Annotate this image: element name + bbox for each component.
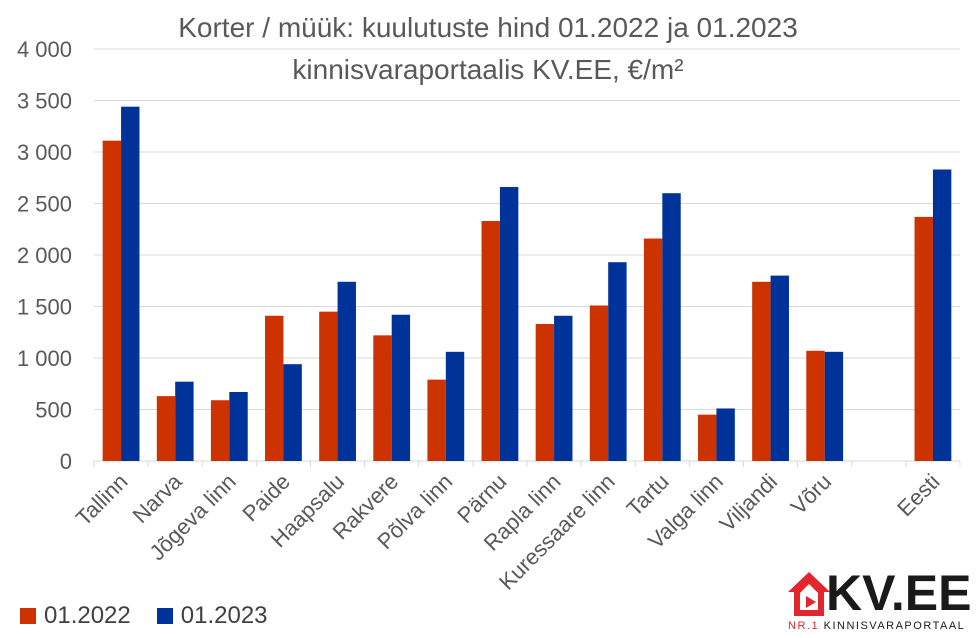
- y-tick-label: 1 000: [17, 346, 72, 371]
- legend-label-2022: 01.2022: [44, 602, 131, 629]
- bar-01.2022-Eesti: [914, 216, 933, 461]
- y-tick-label: 3 000: [17, 140, 72, 165]
- bar-01.2023-Kuressaare linn: [608, 262, 627, 461]
- bar-01.2022-Jõgeva linn: [210, 400, 230, 461]
- bar-01.2022-Tartu: [643, 238, 663, 461]
- bar-01.2022-Haapsalu: [319, 311, 338, 461]
- x-tick-label: Viljandi: [715, 469, 783, 537]
- legend-swatch-2023: [156, 608, 173, 624]
- bar-01.2022-Tallinn: [102, 140, 122, 462]
- chart-subtitle: kinnisvaraportaalis KV.EE, €/m²: [292, 54, 684, 85]
- bar-01.2023-Võru: [824, 351, 844, 461]
- bar-01.2023-Tartu: [662, 193, 681, 461]
- legend-item-2022: 01.2022: [20, 602, 131, 630]
- y-tick-label: 500: [35, 398, 72, 423]
- house-icon: [788, 572, 830, 616]
- bar-01.2023-Eesti: [932, 169, 952, 461]
- bar-01.2023-Põlva linn: [445, 351, 465, 461]
- y-tick-label: 2 500: [17, 192, 72, 217]
- bar-01.2022-Valga linn: [698, 414, 717, 461]
- x-tick-label: Eesti: [892, 469, 944, 521]
- bar-01.2022-Kuressaare linn: [589, 305, 609, 461]
- x-tick-label: Võru: [786, 469, 837, 520]
- legend: 01.2022 01.2023: [20, 602, 294, 630]
- bar-01.2023-Rapla linn: [554, 315, 573, 461]
- legend-label-2023: 01.2023: [180, 602, 268, 629]
- x-tick-label: Tallinn: [71, 469, 133, 531]
- bar-01.2023-Viljandi: [770, 275, 789, 461]
- bar-01.2023-Haapsalu: [337, 281, 356, 461]
- y-tick-label: 0: [60, 449, 72, 474]
- bar-01.2022-Põlva linn: [427, 379, 446, 461]
- bar-01.2022-Pärnu: [481, 221, 500, 461]
- y-tick-label: 3 500: [17, 89, 72, 114]
- y-tick-label: 4 000: [17, 37, 72, 62]
- bar-01.2023-Valga linn: [716, 408, 735, 461]
- bar-01.2023-Pärnu: [499, 187, 519, 461]
- bar-01.2023-Rakvere: [391, 314, 411, 461]
- bar-01.2022-Viljandi: [752, 281, 771, 461]
- bar-01.2022-Rakvere: [373, 335, 392, 461]
- bar-01.2023-Narva: [175, 381, 194, 461]
- bar-01.2022-Võru: [806, 350, 825, 461]
- bar-01.2022-Rapla linn: [535, 324, 555, 461]
- kv-ee-logo: KV.EE NR.1 KINNISVARAPORTAAL: [786, 565, 972, 632]
- y-tick-label: 1 500: [17, 295, 72, 320]
- logo-wordmark: KV.EE: [826, 565, 972, 621]
- bar-01.2022-Narva: [156, 396, 176, 461]
- chart-title: Korter / müük: kuulutuste hind 01.2022 j…: [178, 12, 798, 43]
- bar-01.2023-Paide: [283, 364, 302, 461]
- y-tick-label: 2 000: [17, 243, 72, 268]
- logo-tagline: NR.1 KINNISVARAPORTAAL: [788, 620, 966, 632]
- bar-01.2023-Jõgeva linn: [229, 391, 248, 461]
- legend-swatch-2022: [20, 608, 36, 624]
- legend-item-2023: 01.2023: [156, 602, 268, 630]
- bar-01.2022-Paide: [265, 315, 284, 461]
- bar-01.2023-Tallinn: [121, 106, 140, 462]
